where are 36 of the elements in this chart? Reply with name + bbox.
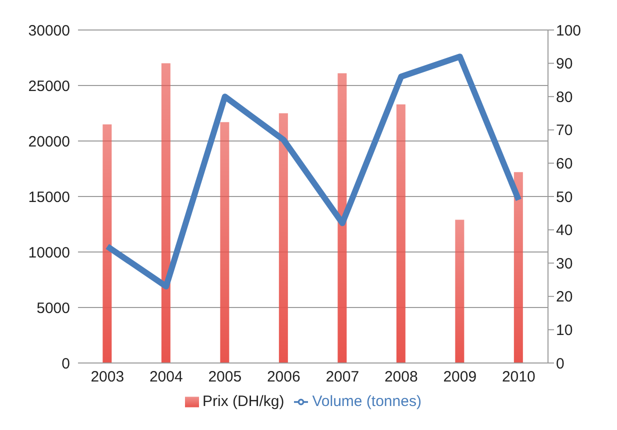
y2-tick-label: 10 xyxy=(556,322,573,340)
y-tick-label: 20000 xyxy=(28,133,70,150)
y2-tick-label: 70 xyxy=(556,122,573,140)
bar xyxy=(278,113,288,363)
x-tick-label: 2006 xyxy=(266,368,300,386)
bar xyxy=(455,220,464,363)
y2-tick-label: 20 xyxy=(556,288,573,306)
x-tick-label: 2003 xyxy=(90,368,124,386)
x-tick-label: 2007 xyxy=(326,368,360,386)
legend-label: Prix (DH/kg) xyxy=(202,393,284,410)
y2-tick-label: 40 xyxy=(556,222,573,240)
bar xyxy=(396,104,406,363)
legend-label: Volume (tonnes) xyxy=(312,393,422,410)
x-tick-label: 2010 xyxy=(502,368,536,386)
y2-tick-label: 100 xyxy=(556,22,582,40)
y2-tick-label: 30 xyxy=(556,255,573,272)
x-tick-label: 2005 xyxy=(208,368,242,386)
y2-tick-label: 80 xyxy=(556,88,573,106)
y-tick-label: 25000 xyxy=(28,78,70,95)
bar xyxy=(338,73,347,363)
y2-tick-label: 0 xyxy=(556,355,564,372)
y-tick-label: 15000 xyxy=(28,188,70,206)
y2-tick-label: 50 xyxy=(556,188,573,206)
bar xyxy=(102,124,112,363)
y2-tick-label: 60 xyxy=(556,156,573,173)
y-tick-label: 10000 xyxy=(28,244,70,262)
bar xyxy=(220,122,230,363)
x-tick-label: 2009 xyxy=(443,368,477,386)
y2-tick-label: 90 xyxy=(556,56,573,73)
x-tick-label: 2004 xyxy=(149,368,183,386)
y-tick-label: 5000 xyxy=(36,300,70,317)
bar xyxy=(161,63,170,363)
y-tick-label: 0 xyxy=(62,355,70,372)
x-tick-label: 2008 xyxy=(384,368,418,386)
y-tick-label: 30000 xyxy=(28,22,70,40)
bar xyxy=(514,172,523,363)
